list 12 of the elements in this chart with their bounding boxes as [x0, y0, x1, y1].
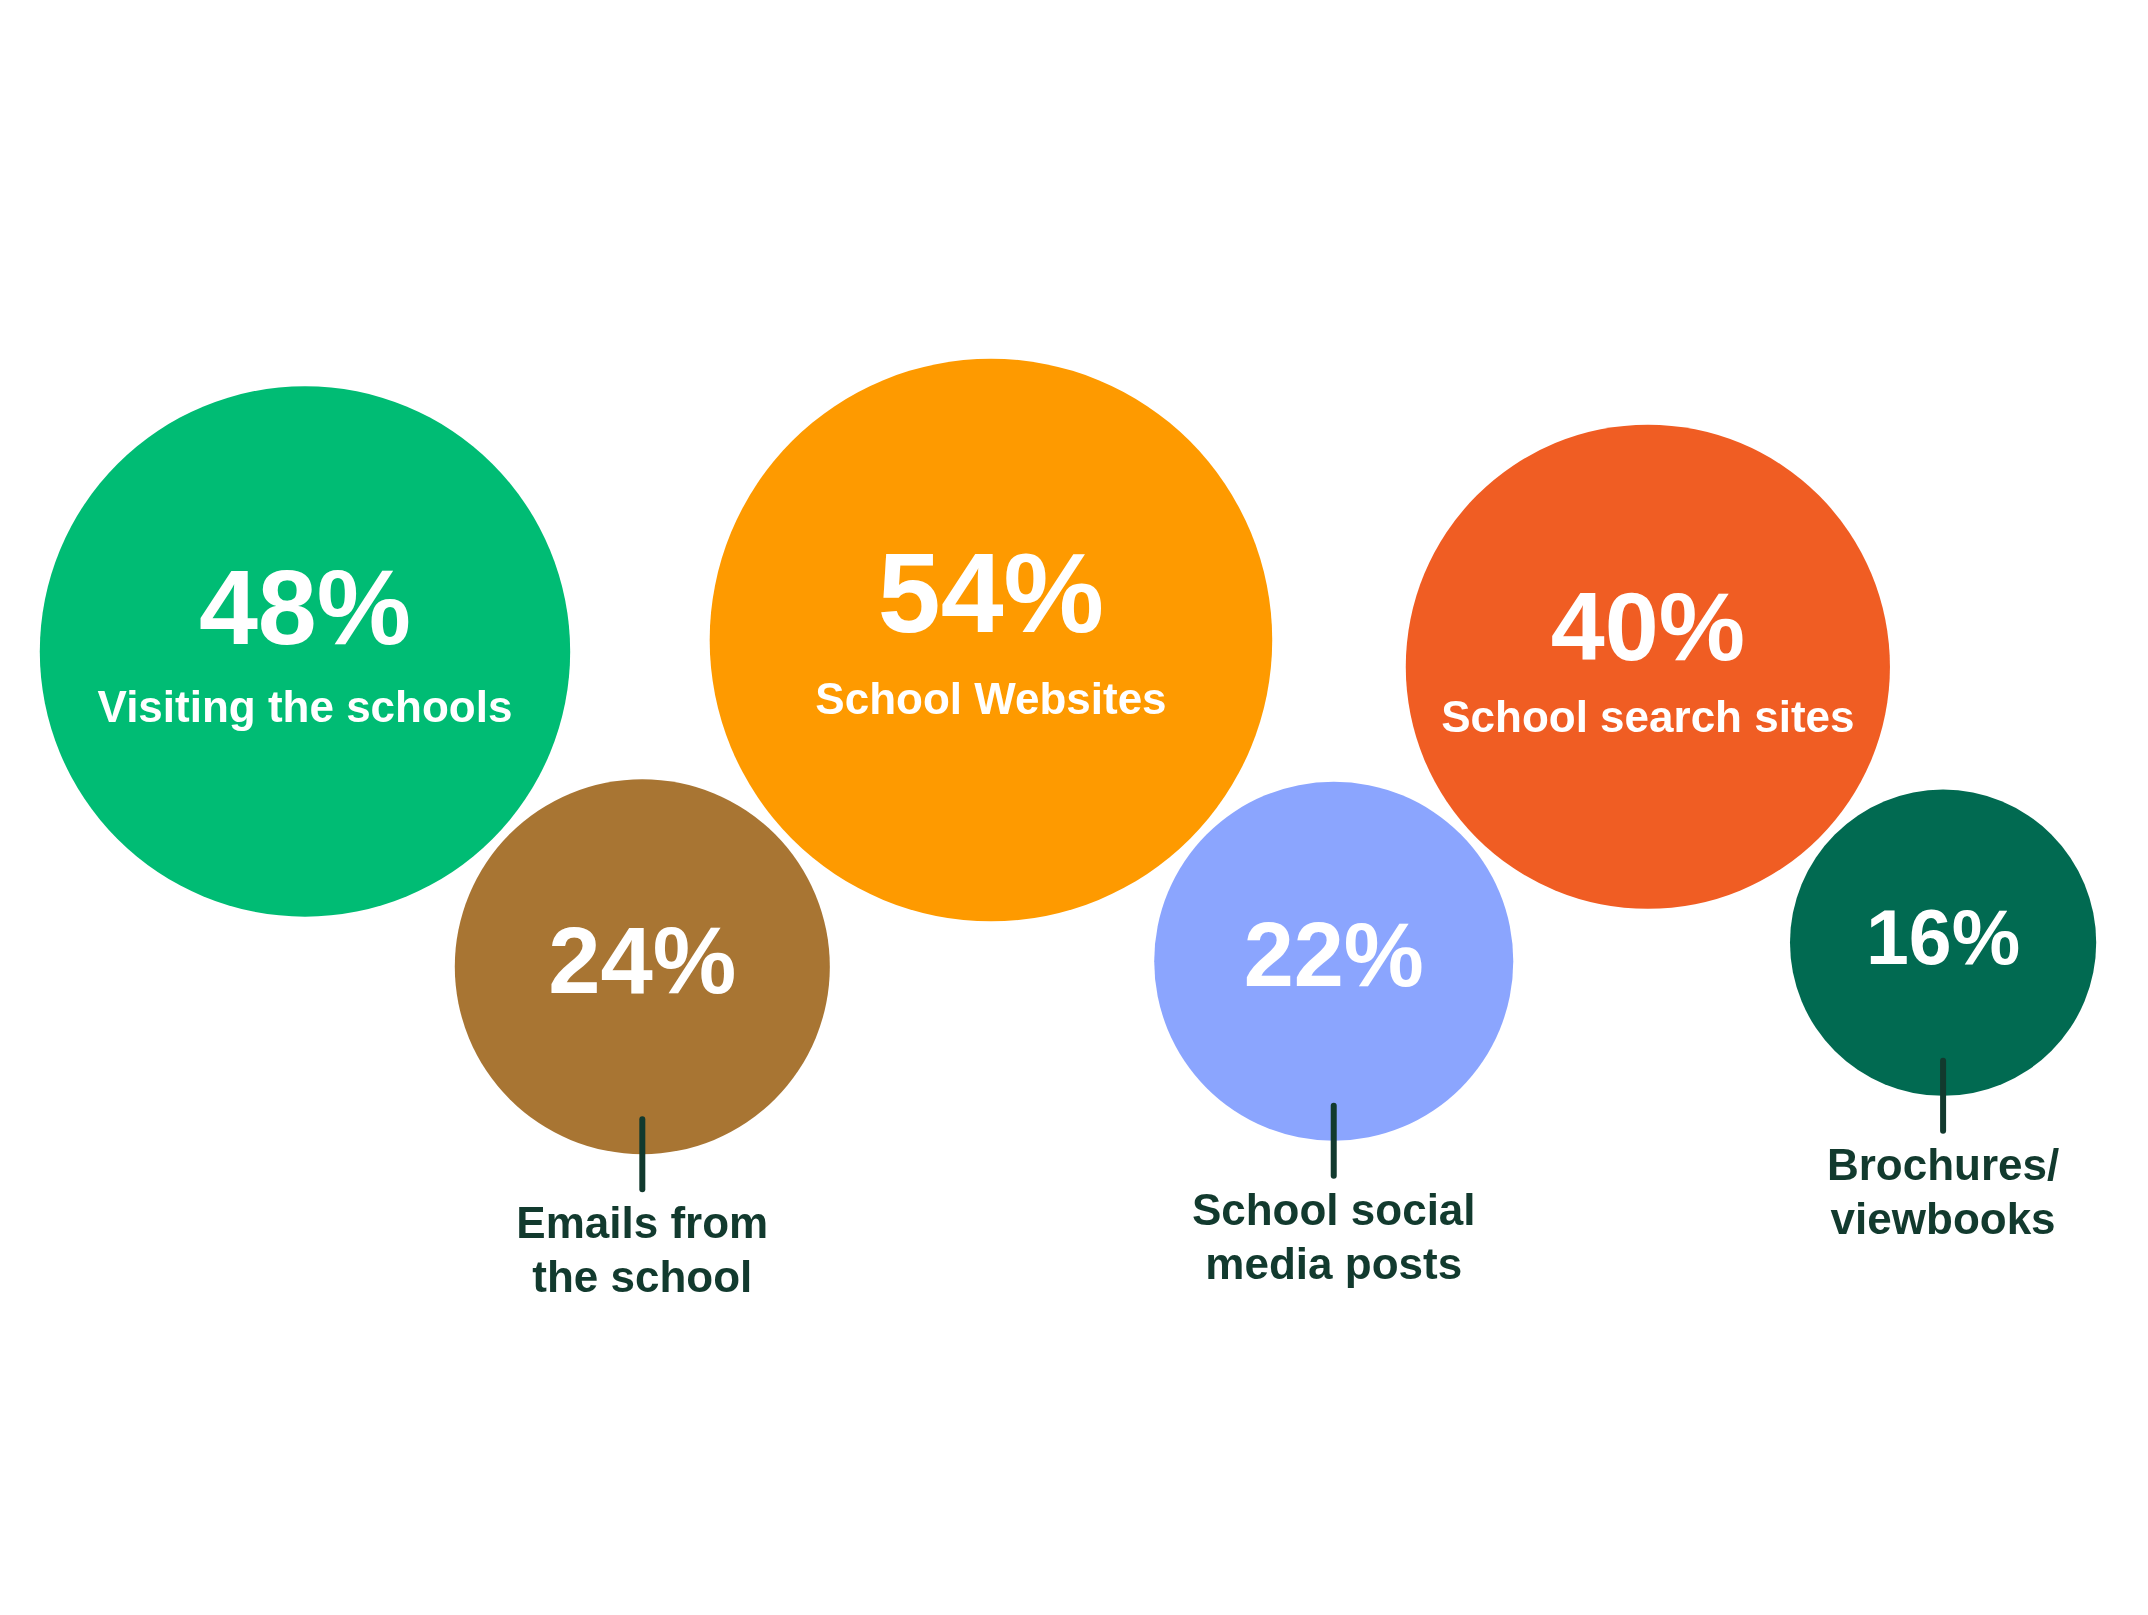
category-label: Brochures/ viewbooks [1826, 1139, 2060, 1243]
category-label: Visiting the schools [97, 681, 513, 731]
data-label: 54% [877, 529, 1105, 656]
category-label: School social media posts [1191, 1184, 1476, 1288]
data-label: 22% [1243, 905, 1424, 1006]
category-label: School search sites [1441, 692, 1855, 742]
data-label: 40% [1550, 571, 1745, 681]
data-label: 16% [1866, 893, 2021, 980]
data-label: 48% [198, 547, 412, 666]
data-label: 24% [548, 907, 737, 1013]
category-label: School Websites [815, 674, 1167, 724]
category-label: Emails from the school [516, 1198, 769, 1302]
